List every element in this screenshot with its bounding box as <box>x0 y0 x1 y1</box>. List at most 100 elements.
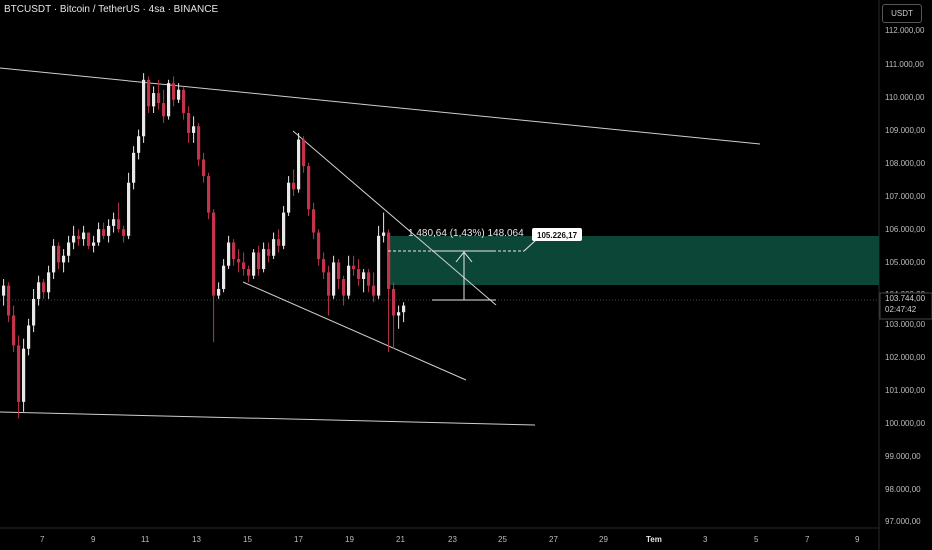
candle-bull <box>167 83 171 117</box>
price-tick: 112.000,00 <box>885 26 925 35</box>
candle-bear <box>77 235 81 240</box>
candle-bear <box>352 265 356 270</box>
time-tick: 15 <box>243 535 252 544</box>
candle-bull <box>402 305 406 313</box>
candle-bull <box>377 235 381 296</box>
time-axis[interactable]: 7 9 11 13 15 17 19 21 23 25 27 29 Tem 3 … <box>40 535 860 544</box>
wedge-upper-line[interactable] <box>292 130 497 306</box>
target-zone[interactable] <box>388 236 879 285</box>
target-price-label: 105.226,17 <box>537 231 578 240</box>
candle-bear <box>212 212 216 296</box>
candle-bull <box>27 325 31 349</box>
candle-bear <box>317 232 321 260</box>
time-tick: 29 <box>599 535 608 544</box>
candle-bear <box>237 259 241 263</box>
candle-bear <box>242 262 246 270</box>
candle-bull <box>227 242 231 266</box>
candle-bear <box>157 93 161 104</box>
candle-bull <box>222 265 226 289</box>
candle-bull <box>32 298 36 326</box>
candle-bull <box>282 212 286 246</box>
time-tick: 9 <box>855 535 860 544</box>
candle-bull <box>137 136 141 153</box>
candle-bear <box>187 113 191 133</box>
candle-bear <box>372 285 376 296</box>
candle-bear <box>182 89 186 113</box>
price-tick: 99.000,00 <box>885 452 921 461</box>
current-price-box: 103.744,00 02:47:42 <box>885 293 925 315</box>
time-tick: 3 <box>703 535 708 544</box>
candle-bull <box>362 272 366 279</box>
price-axis[interactable]: 112.000,00 111.000,00 110.000,00 109.000… <box>885 26 926 526</box>
candle-bear <box>172 83 176 100</box>
candle-bear <box>207 176 211 213</box>
candle-bear <box>322 259 326 273</box>
candle-bear <box>87 232 91 246</box>
candle-bear <box>42 282 46 293</box>
time-tick: 5 <box>754 535 759 544</box>
candle-bull <box>107 225 111 236</box>
measure-flag-connector <box>523 239 537 252</box>
price-tick: 101.000,00 <box>885 386 926 395</box>
candle-bear <box>387 232 391 289</box>
time-tick: 13 <box>192 535 201 544</box>
price-tick: 110.000,00 <box>885 93 925 102</box>
upper-trendline[interactable] <box>0 67 761 145</box>
price-tick: 108.000,00 <box>885 159 926 168</box>
price-tick: 109.000,00 <box>885 126 926 135</box>
candle-bear <box>232 242 236 260</box>
target-price-flag <box>532 228 582 241</box>
candle-bear <box>197 126 201 160</box>
candle-bull <box>92 242 96 246</box>
candle-bear <box>312 209 316 233</box>
currency-button[interactable]: USDT <box>882 4 922 23</box>
candle-bear <box>392 288 396 316</box>
price-tick: 100.000,00 <box>885 419 926 428</box>
time-tick-month: Tem <box>646 535 662 544</box>
candle-bear <box>202 159 206 177</box>
candle-bull <box>347 265 351 296</box>
price-tick: 97.000,00 <box>885 517 921 526</box>
time-tick: 27 <box>549 535 558 544</box>
candle-bear <box>357 269 361 279</box>
candle-bull <box>47 272 51 293</box>
time-tick: 17 <box>294 535 303 544</box>
candle-bull <box>287 182 291 213</box>
price-tick: 105.000,00 <box>885 258 926 267</box>
time-tick: 7 <box>40 535 45 544</box>
time-tick: 23 <box>448 535 457 544</box>
time-tick: 19 <box>345 535 354 544</box>
symbol-title: BTCUSDT · Bitcoin / TetherUS · 4sa · BIN… <box>4 4 219 15</box>
candle-bull <box>332 262 336 296</box>
candle-bull <box>37 282 41 299</box>
candle-bull <box>67 242 71 256</box>
candle-bear <box>342 279 346 296</box>
candle-bull <box>272 239 276 256</box>
time-tick: 11 <box>141 535 150 544</box>
candle-bull <box>2 285 6 296</box>
time-tick: 7 <box>805 535 810 544</box>
price-tick: 103.000,00 <box>885 320 926 329</box>
candle-bear <box>12 315 16 346</box>
candle-bear <box>147 79 151 107</box>
candle-bull <box>192 126 196 133</box>
wedge-lower-line[interactable] <box>242 281 467 381</box>
current-price-value: 103.744,00 <box>885 294 926 303</box>
price-tick: 102.000,00 <box>885 353 926 362</box>
candle-bear <box>337 262 341 279</box>
candle-bull <box>132 152 136 183</box>
candle-bull <box>252 252 256 276</box>
time-tick: 25 <box>498 535 507 544</box>
candle-bull <box>152 93 156 107</box>
candle-bull <box>382 232 386 236</box>
candle-bear <box>57 245 61 263</box>
lower-trendline[interactable] <box>0 411 536 426</box>
candle-bull <box>52 245 56 273</box>
candle-bear <box>162 103 166 117</box>
candle-bear <box>102 229 106 236</box>
candle-bull <box>397 312 401 316</box>
price-tick: 107.000,00 <box>885 192 926 201</box>
candle-bull <box>97 229 101 243</box>
candle-bear <box>302 139 306 167</box>
